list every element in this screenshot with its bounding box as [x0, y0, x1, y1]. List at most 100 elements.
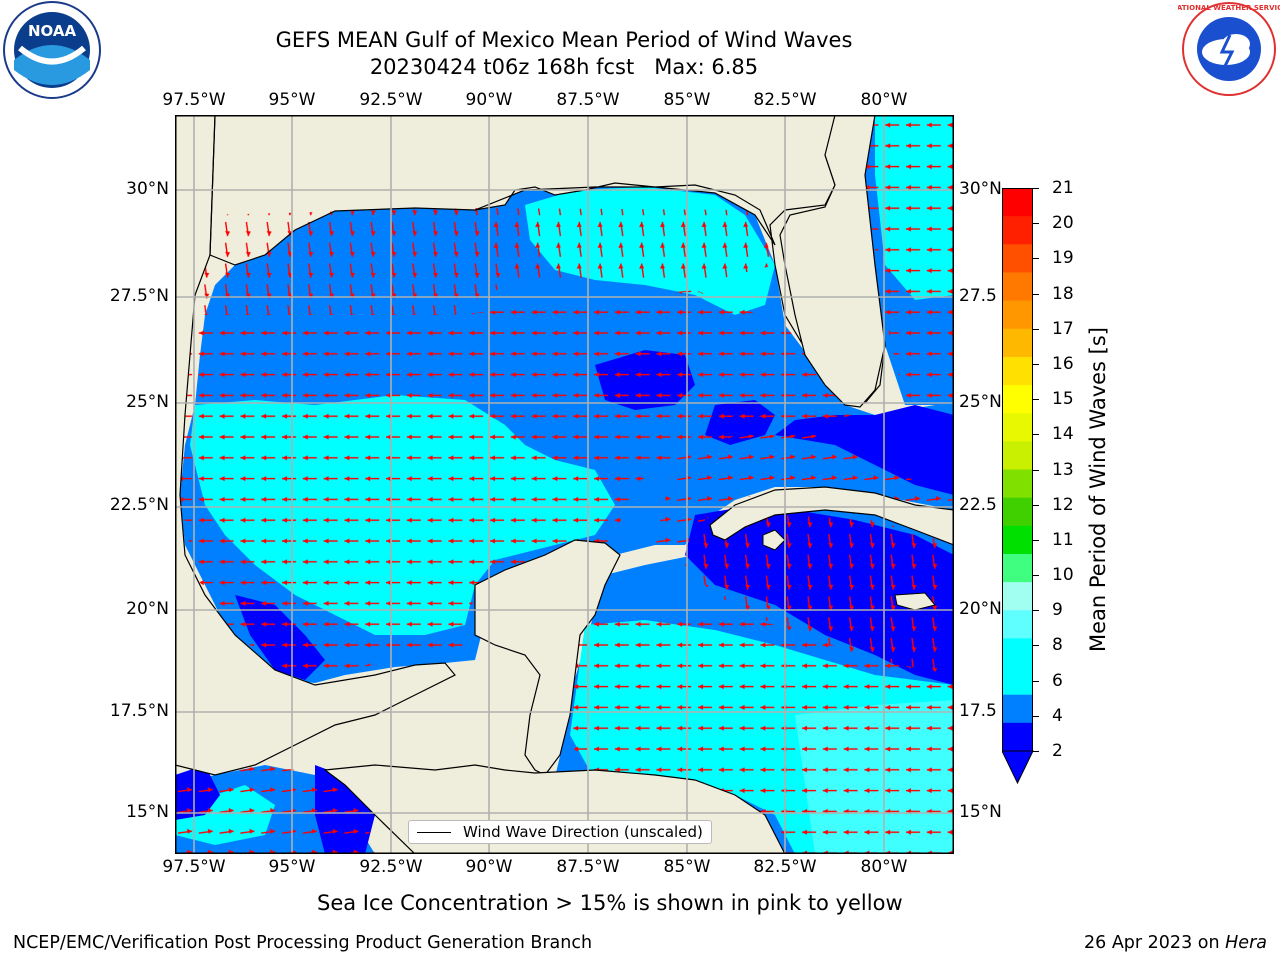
footer-date: 26 Apr 2023 on Hera [1084, 933, 1267, 953]
colorbar-tick-mark [1032, 610, 1039, 612]
lat-tick-left: 20°N [126, 599, 169, 619]
colorbar-segment [1002, 244, 1033, 274]
colorbar-tick-mark [1032, 645, 1039, 647]
colorbar-title: Mean Period of Wind Waves [s] [1086, 327, 1110, 652]
colorbar-tick-mark [1032, 399, 1039, 401]
colorbar-segment [1002, 272, 1033, 302]
legend-label: Wind Wave Direction (unscaled) [463, 823, 703, 841]
noaa-logo-text: NOAA [28, 22, 77, 40]
nws-logo-text: NATIONAL WEATHER SERVICE [1178, 4, 1280, 12]
colorbar-segment [1002, 356, 1033, 386]
lat-tick-left: 15°N [126, 802, 169, 822]
hispaniola-land [894, 592, 936, 611]
florida-land [779, 115, 886, 408]
colorbar-tick-mark [1032, 575, 1039, 577]
chart-subtitle: 20230424 t06z 168h fcst Max: 6.85 [369, 55, 759, 79]
lat-tick-right: 15°N [959, 802, 1002, 822]
colorbar-tick-label: 18 [1052, 283, 1074, 304]
lon-tick-top: 90°W [465, 90, 513, 110]
lon-tick-bottom: 80°W [860, 857, 908, 877]
colorbar-tick-mark [1032, 469, 1039, 471]
colorbar-tick-label: 6 [1052, 670, 1063, 691]
lon-tick-bottom: 92.5°W [359, 857, 423, 877]
footer-producer: NCEP/EMC/Verification Post Processing Pr… [13, 933, 593, 953]
colorbar-tick-label: 10 [1052, 565, 1074, 586]
colorbar-tick-mark [1032, 293, 1039, 295]
colorbar-segment [1002, 694, 1033, 724]
lon-tick-top: 85°W [663, 90, 711, 110]
colorbar-segment [1002, 497, 1033, 527]
cuba-land [709, 486, 954, 546]
legend-line-icon [417, 831, 451, 833]
colorbar-segment [1002, 469, 1033, 499]
colorbar-segment [1002, 582, 1033, 611]
lat-tick-left: 30°N [126, 179, 169, 199]
colorbar-segment [1002, 638, 1033, 668]
colorbar-tick-mark [1032, 434, 1039, 436]
lat-tick-right: 27.5 [959, 286, 997, 306]
colorbar-tick-label: 12 [1052, 494, 1074, 515]
colorbar [1001, 188, 1034, 785]
colorbar-segment [1002, 610, 1033, 639]
colorbar-segment [1002, 300, 1033, 330]
map-legend: Wind Wave Direction (unscaled) [408, 820, 712, 844]
lon-tick-bottom: 85°W [663, 857, 711, 877]
colorbar-tick-label: 15 [1052, 389, 1074, 410]
sea-ice-note: Sea Ice Concentration > 15% is shown in … [317, 891, 903, 915]
colorbar-segment [1002, 413, 1033, 442]
colorbar-tick-mark [1032, 715, 1039, 717]
lon-tick-top: 95°W [268, 90, 316, 110]
colorbar-tick-mark [1032, 188, 1039, 189]
colorbar-tick-label: 14 [1052, 424, 1074, 445]
colorbar-segment [1002, 525, 1033, 555]
colorbar-tick-label: 11 [1052, 529, 1074, 550]
colorbar-segment [1002, 722, 1033, 752]
footer-host: Hera [1225, 933, 1267, 953]
lon-tick-top: 87.5°W [556, 90, 620, 110]
colorbar-segment [1002, 328, 1033, 358]
map-frame [175, 115, 954, 854]
noaa-logo-icon: NOAA [0, 0, 104, 104]
colorbar-tick-mark [1032, 680, 1039, 682]
colorbar-tick-label: 2 [1052, 741, 1063, 761]
colorbar-tick-label: 4 [1052, 705, 1063, 726]
lat-tick-left: 22.5°N [109, 495, 169, 515]
colorbar-segment [1002, 666, 1033, 696]
colorbar-tick-label: 13 [1052, 459, 1074, 480]
lon-tick-bottom: 95°W [268, 857, 316, 877]
colorbar-tick-labels: 21 20 19 18 17 16 15 14 13 12 11 10 9 8 6 4 2 [1032, 178, 1096, 784]
colorbar-extend-triangle [1001, 750, 1034, 785]
colorbar-segment [1002, 441, 1033, 471]
colorbar-segment [1002, 216, 1033, 245]
colorbar-tick-mark [1032, 504, 1039, 506]
lat-tick-right: 30°N [959, 179, 1002, 199]
isle-of-youth-land [762, 529, 786, 551]
colorbar-tick-mark [1032, 363, 1039, 365]
colorbar-segment [1002, 188, 1033, 217]
lon-tick-bottom: 87.5°W [556, 857, 620, 877]
wave-period-map [175, 115, 954, 854]
lon-tick-bottom: 97.5°W [162, 857, 226, 877]
colorbar-segment [1002, 385, 1033, 414]
colorbar-tick-label: 20 [1052, 213, 1074, 234]
colorbar-tick-label: 19 [1052, 248, 1074, 269]
lat-tick-right: 17.5 [959, 701, 997, 721]
lat-tick-left: 25°N [126, 392, 169, 412]
graticule [175, 115, 954, 854]
lon-tick-bottom: 82.5°W [753, 857, 817, 877]
mexico-west-coast-land [175, 115, 456, 776]
lon-tick-top: 80°W [860, 90, 908, 110]
lat-tick-left: 27.5°N [109, 286, 169, 306]
lat-tick-right: 25°N [959, 392, 1002, 412]
lat-tick-right: 22.5 [959, 495, 997, 515]
lon-tick-top: 97.5°W [162, 90, 226, 110]
lon-tick-bottom: 90°W [465, 857, 513, 877]
colorbar-tick-mark [1032, 539, 1039, 541]
map-panel: Wind Wave Direction (unscaled) [175, 115, 954, 854]
colorbar-tick-label: 17 [1052, 318, 1074, 339]
yucatan-land [474, 539, 621, 776]
colorbar-tick-mark [1032, 328, 1039, 330]
lon-tick-top: 92.5°W [359, 90, 423, 110]
chart-title: GEFS MEAN Gulf of Mexico Mean Period of … [275, 28, 853, 52]
colorbar-tick-label: 21 [1052, 178, 1074, 198]
